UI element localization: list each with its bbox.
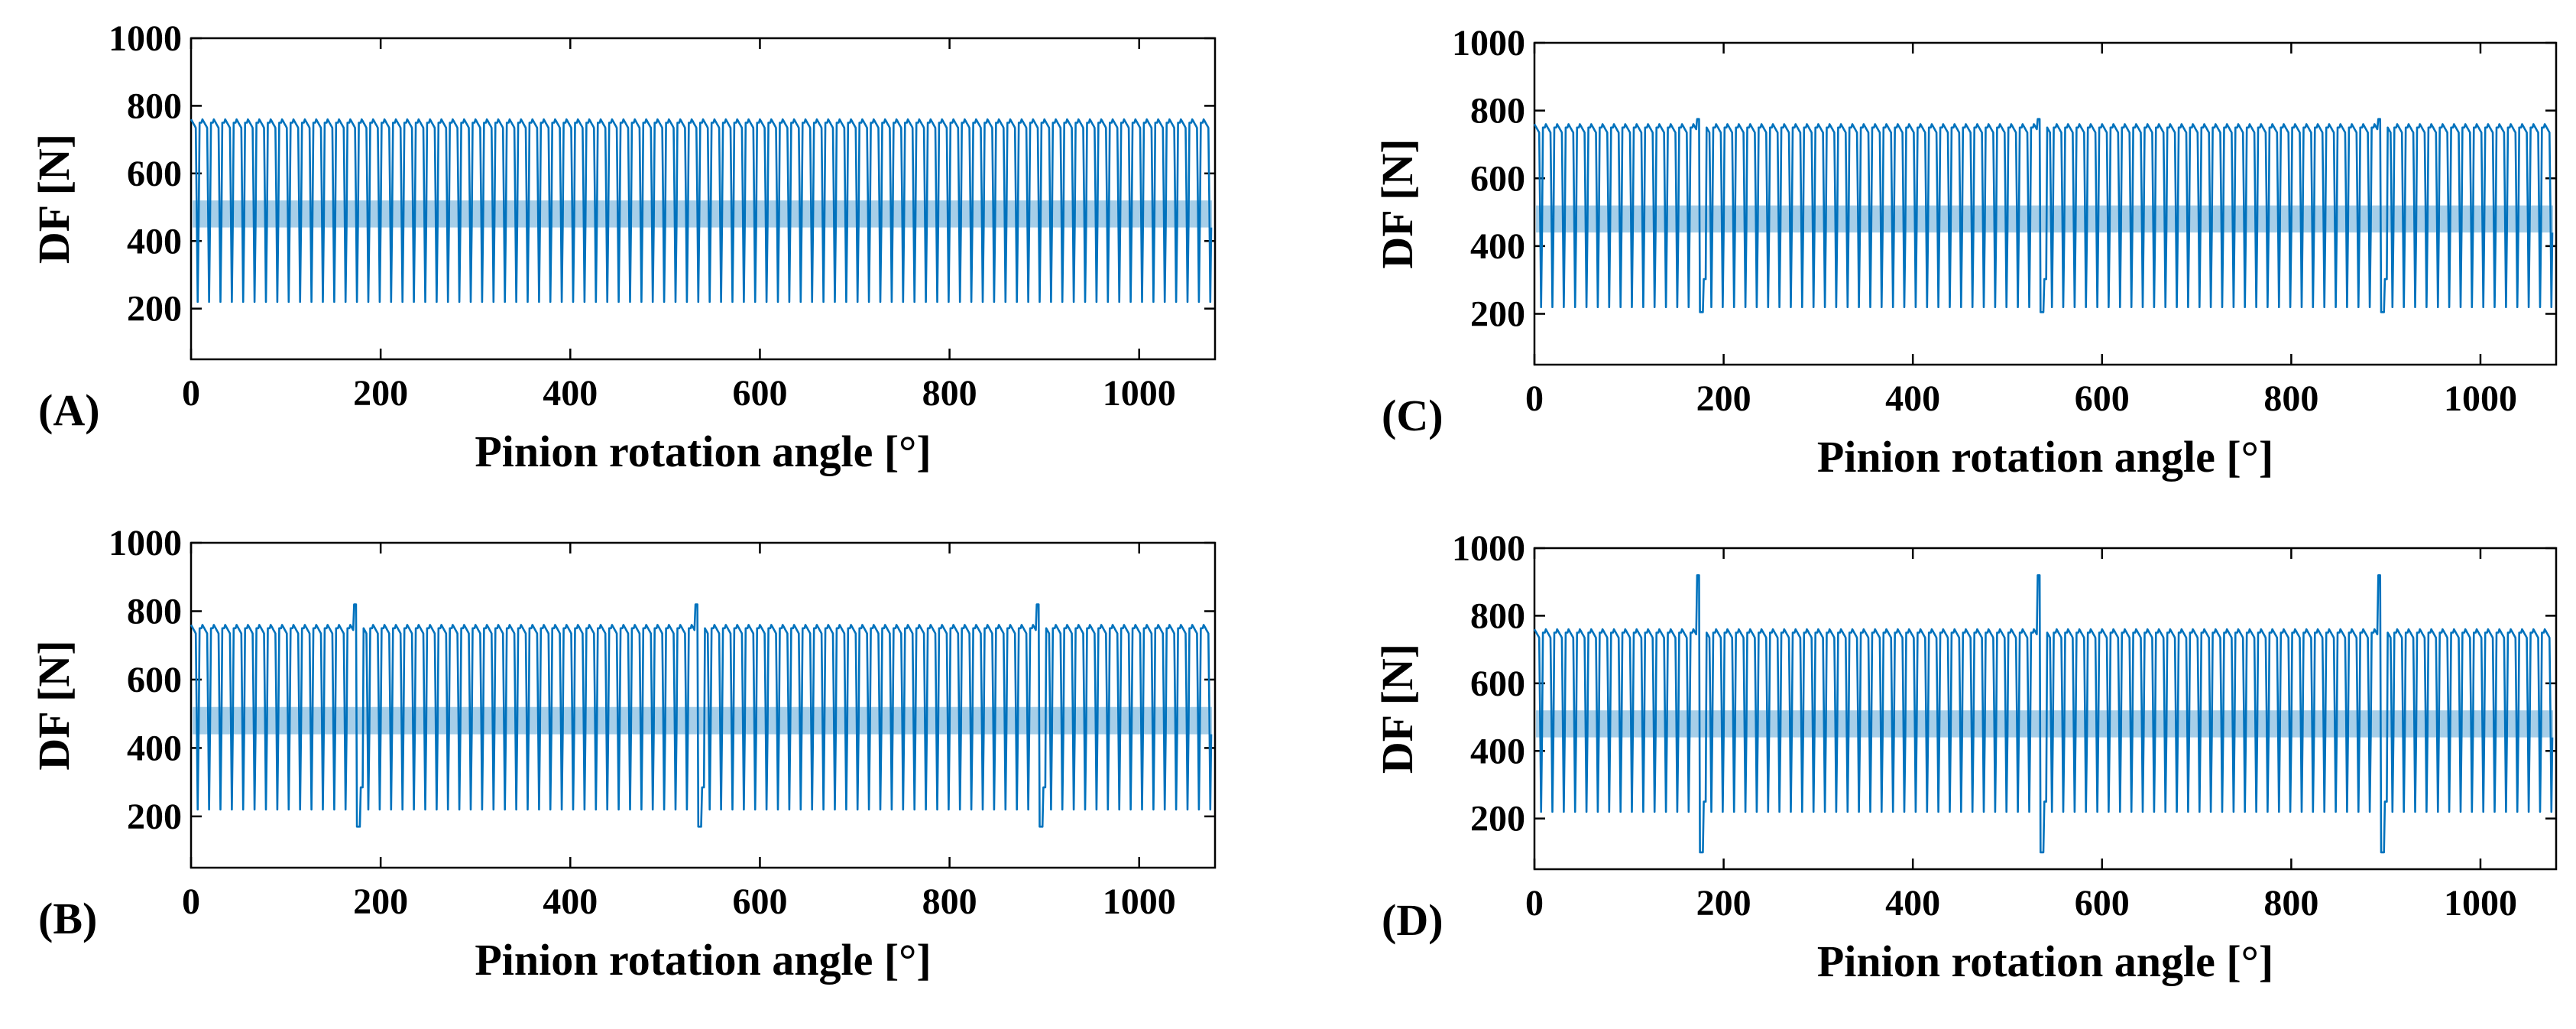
- x-tick-label: 0: [1525, 883, 1544, 924]
- panel-label: (B): [38, 894, 97, 943]
- x-tick-label: 1000: [2444, 883, 2517, 924]
- x-tick-label: 800: [922, 881, 977, 922]
- x-tick-label: 0: [1525, 378, 1544, 419]
- x-axis-label: Pinion rotation angle [°]: [1817, 432, 2273, 482]
- y-tick-label: 1000: [109, 18, 182, 59]
- y-tick-label: 400: [127, 728, 182, 768]
- y-tick-label: 400: [1470, 731, 1525, 771]
- plot-area: [1533, 547, 2558, 871]
- x-tick-label: 200: [1696, 883, 1751, 924]
- panel-c: 200 400 600 800 1000 0 200 400 600 800 1000 DF [N] P…: [1372, 23, 2558, 482]
- panel-a: 200 400 600 800 1000 0 200 400 600 800 1000 DF [N] P…: [29, 18, 1217, 476]
- x-axis-label: Pinion rotation angle [°]: [475, 935, 931, 985]
- y-tick-label: 1000: [109, 523, 182, 563]
- plot-area: [190, 37, 1217, 361]
- panel-label: (D): [1382, 895, 1444, 945]
- df-series-line: [1533, 574, 2554, 854]
- x-tick-label: 600: [732, 373, 787, 414]
- y-tick-label: 200: [1470, 799, 1525, 839]
- y-tick-label: 600: [1470, 664, 1525, 704]
- panel-label: (A): [38, 385, 100, 435]
- y-axis-label: DF [N]: [1372, 644, 1422, 774]
- x-tick-label: 400: [1885, 378, 1940, 419]
- y-tick-label: 800: [127, 591, 182, 631]
- y-tick-label: 600: [127, 660, 182, 700]
- df-series-line: [190, 118, 1213, 304]
- df-series-line: [1533, 118, 2554, 313]
- x-tick-label: 200: [1696, 378, 1751, 419]
- y-axis-label: DF [N]: [1372, 138, 1422, 268]
- x-axis-label: Pinion rotation angle [°]: [475, 427, 931, 476]
- y-tick-label: 800: [1470, 91, 1525, 131]
- y-axis-label: DF [N]: [29, 640, 79, 770]
- x-tick-label: 200: [353, 373, 408, 414]
- y-tick-label: 200: [127, 797, 182, 837]
- x-tick-label: 1000: [1103, 881, 1176, 922]
- panel-d: 200 400 600 800 1000 0 200 400 600 800 1000 DF [N] P…: [1372, 528, 2558, 986]
- x-tick-label: 600: [2075, 883, 2130, 924]
- x-tick-label: 400: [543, 373, 598, 414]
- y-tick-label: 1000: [1452, 528, 1525, 569]
- df-mean-band: [1536, 710, 2553, 738]
- y-tick-label: 200: [127, 289, 182, 329]
- panel-b: 200 400 600 800 1000 0 200 400 600 800 1000 DF [N] P…: [29, 523, 1217, 985]
- x-tick-label: 800: [2263, 378, 2318, 419]
- y-tick-label: 800: [127, 86, 182, 126]
- y-tick-label: 800: [1470, 596, 1525, 636]
- x-tick-label: 1000: [2444, 378, 2517, 419]
- plot-area: [190, 541, 1217, 869]
- y-tick-label: 200: [1470, 294, 1525, 335]
- df-mean-band: [1536, 205, 2553, 233]
- x-tick-label: 1000: [1103, 373, 1176, 414]
- y-tick-label: 400: [1470, 226, 1525, 267]
- plot-area: [1533, 41, 2558, 366]
- x-tick-label: 600: [732, 881, 787, 922]
- x-axis-label: Pinion rotation angle [°]: [1817, 936, 2273, 986]
- df-mean-band: [193, 706, 1212, 735]
- df-mean-band: [193, 200, 1212, 228]
- y-tick-label: 400: [127, 221, 182, 261]
- y-axis-label: DF [N]: [29, 134, 79, 264]
- x-tick-label: 0: [182, 373, 200, 414]
- x-tick-label: 800: [922, 373, 977, 414]
- x-tick-label: 400: [1885, 883, 1940, 924]
- y-tick-label: 600: [127, 154, 182, 194]
- y-tick-label: 1000: [1452, 23, 1525, 63]
- x-tick-label: 400: [543, 881, 598, 922]
- x-tick-label: 800: [2263, 883, 2318, 924]
- x-tick-label: 0: [182, 881, 200, 922]
- x-tick-label: 600: [2075, 378, 2130, 419]
- y-tick-label: 600: [1470, 158, 1525, 199]
- panel-label: (C): [1382, 391, 1444, 440]
- x-tick-label: 200: [353, 881, 408, 922]
- df-series-line: [190, 603, 1213, 828]
